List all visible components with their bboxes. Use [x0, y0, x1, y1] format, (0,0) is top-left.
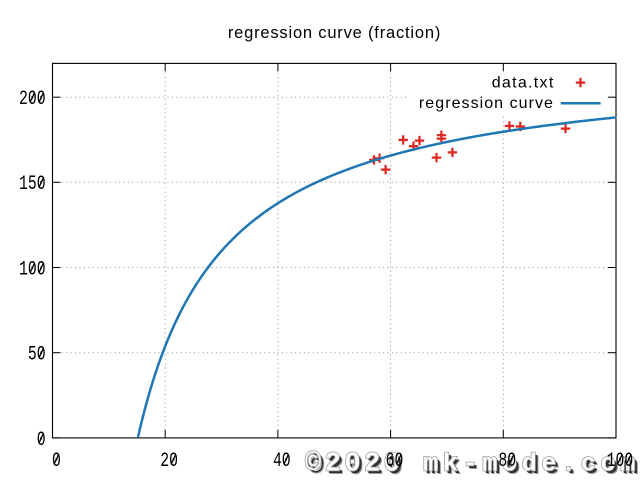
svg-text:0: 0 — [37, 429, 46, 452]
svg-text:100: 100 — [607, 450, 634, 473]
svg-text:©2020 mk-mode.com: ©2020 mk-mode.com — [305, 449, 640, 479]
svg-text:©2020 mk-mode.com: ©2020 mk-mode.com — [309, 453, 640, 480]
svg-text:regression curve (fraction): regression curve (fraction) — [228, 24, 441, 42]
svg-text:regression curve: regression curve — [419, 95, 554, 112]
svg-text:100: 100 — [19, 258, 46, 281]
svg-text:©2020 mk-mode.com: ©2020 mk-mode.com — [308, 452, 640, 480]
svg-text:40: 40 — [273, 450, 291, 473]
svg-text:80: 80 — [498, 450, 516, 473]
svg-text:20: 20 — [160, 450, 178, 473]
svg-text:150: 150 — [19, 173, 46, 196]
svg-text:60: 60 — [386, 450, 404, 473]
svg-text:200: 200 — [19, 88, 46, 111]
svg-text:data.txt: data.txt — [492, 74, 555, 91]
svg-text:0: 0 — [52, 450, 61, 473]
svg-text:50: 50 — [28, 343, 46, 366]
